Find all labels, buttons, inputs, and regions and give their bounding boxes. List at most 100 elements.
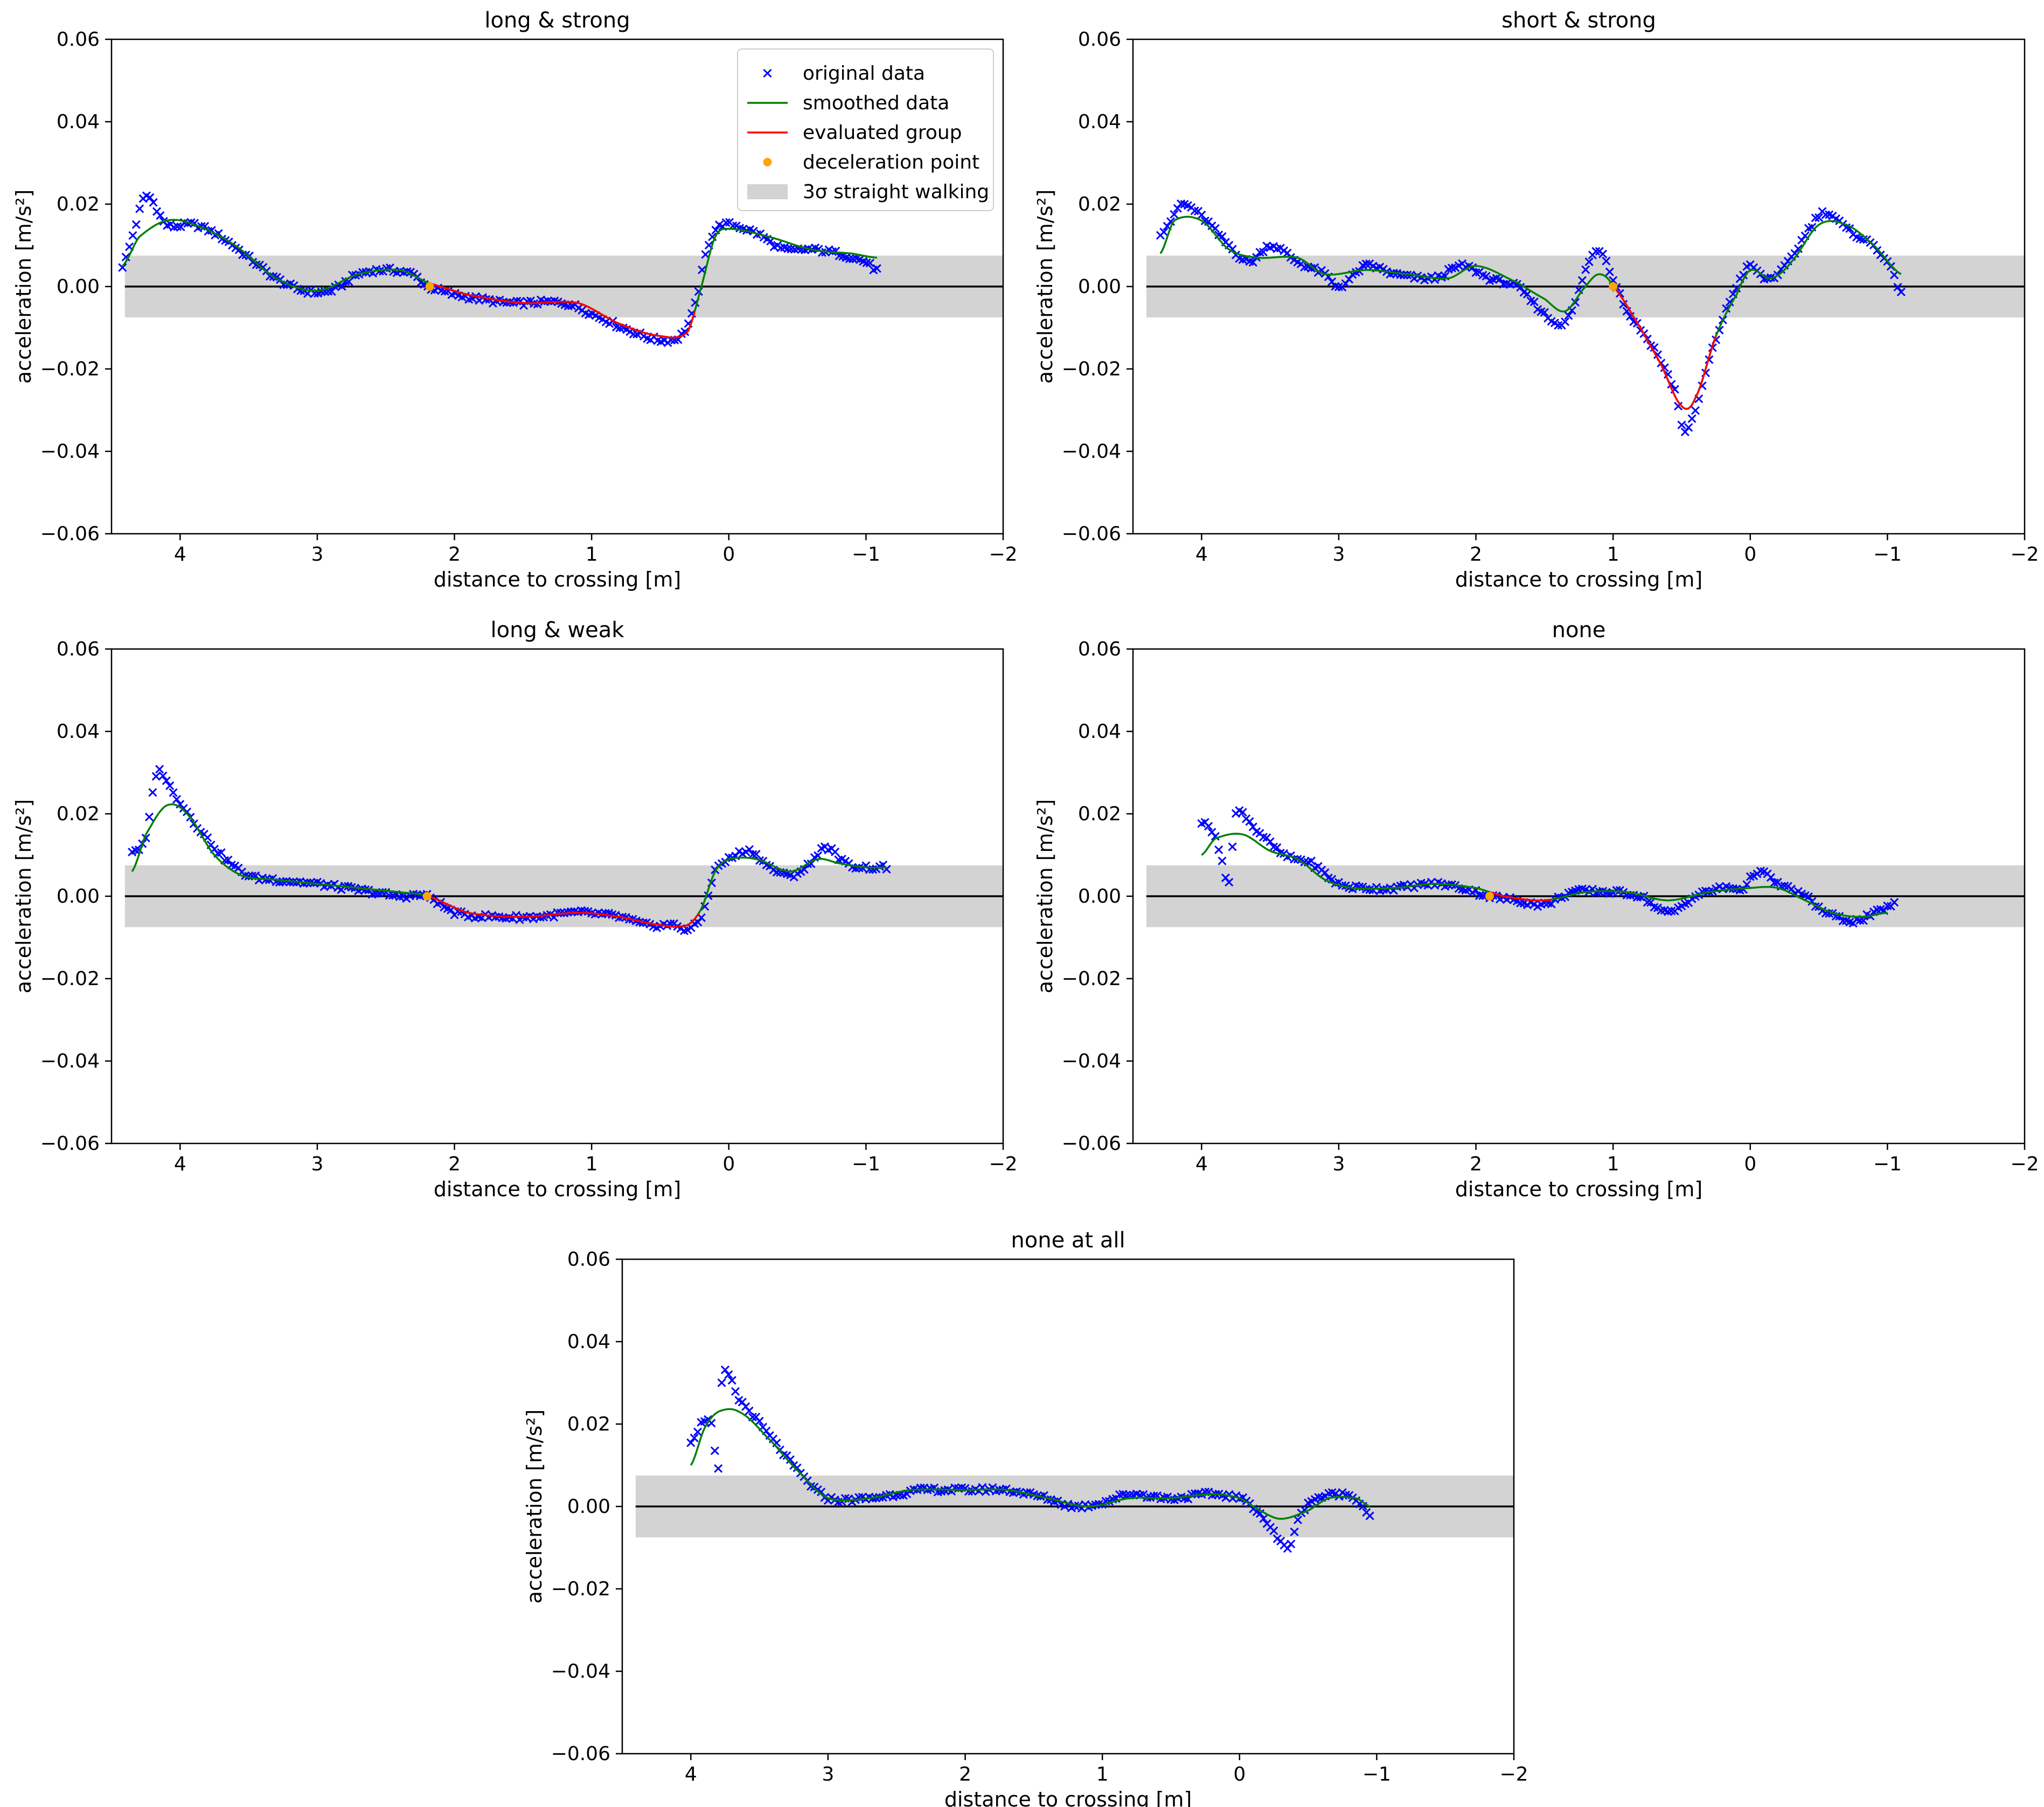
y-tick-label: 0.06 xyxy=(1078,638,1121,660)
original-data-point xyxy=(745,1406,754,1415)
original-data-point xyxy=(151,772,161,781)
original-data-point xyxy=(337,282,346,291)
y-tick-label: −0.04 xyxy=(40,1050,100,1072)
original-data-point xyxy=(1170,210,1179,219)
y-tick-label: −0.02 xyxy=(40,358,100,380)
original-data-point xyxy=(1259,1514,1268,1523)
x-axis-label: distance to crossing [m] xyxy=(434,568,681,591)
y-tick-label: 0.06 xyxy=(1078,29,1121,51)
original-data-point xyxy=(1475,891,1484,900)
original-data-point xyxy=(118,263,127,272)
x-tick-label: −2 xyxy=(1499,1763,1528,1785)
original-data-point xyxy=(148,788,157,797)
chart-title: short & strong xyxy=(1501,8,1656,33)
original-data-point xyxy=(395,892,404,902)
original-data-point xyxy=(697,913,706,922)
y-tick-label: −0.04 xyxy=(1062,441,1121,463)
deceleration-point xyxy=(422,892,432,901)
x-tick-label: 4 xyxy=(174,1153,186,1175)
legend-smoothed-data: smoothed data xyxy=(803,92,949,114)
y-tick-label: 0.02 xyxy=(1078,803,1121,825)
original-data-point xyxy=(680,327,690,336)
original-data-point xyxy=(131,220,141,229)
original-data-point xyxy=(1314,1492,1323,1502)
original-data-point xyxy=(1602,256,1611,266)
original-data-point xyxy=(1238,255,1247,264)
chart-title: none xyxy=(1552,618,1606,643)
original-data-point xyxy=(693,1427,703,1436)
chart-title: long & strong xyxy=(484,8,630,33)
x-tick-label: 4 xyxy=(174,543,186,566)
y-tick-label: 0.06 xyxy=(57,638,100,660)
x-tick-label: 3 xyxy=(1332,543,1345,566)
original-data-point xyxy=(327,287,336,296)
original-data-point xyxy=(1306,856,1316,866)
x-tick-label: 4 xyxy=(1195,543,1208,566)
original-data-point xyxy=(285,877,295,887)
original-data-point xyxy=(1591,247,1601,256)
original-data-point xyxy=(872,264,881,273)
chart-panel-3: 4 3 2 1 0 −1 −2 0.06 0.04 0.02 0.00 −0.02 −0.04 −0.06… xyxy=(12,618,1018,1201)
smoothed-data-line xyxy=(690,1408,1371,1520)
original-data-point xyxy=(200,222,210,231)
x-tick-label: 4 xyxy=(685,1763,697,1785)
y-tick-label: −0.06 xyxy=(40,1133,100,1155)
original-data-point xyxy=(1725,297,1734,306)
original-data-point xyxy=(1739,885,1748,894)
original-data-point xyxy=(1266,837,1275,846)
original-data-point xyxy=(1225,877,1234,887)
x-axis-label: distance to crossing [m] xyxy=(944,1788,1192,1807)
original-data-point xyxy=(686,1438,696,1447)
x-tick-label: 1 xyxy=(1607,543,1619,566)
original-data-point xyxy=(1211,832,1220,841)
y-tick-label: 0.02 xyxy=(567,1413,610,1435)
deceleration-point xyxy=(1485,892,1494,901)
original-data-point xyxy=(1687,414,1697,423)
original-data-point xyxy=(279,280,288,289)
x-tick-label: 1 xyxy=(1607,1153,1619,1175)
original-data-point xyxy=(721,218,731,227)
chart-title: none at all xyxy=(1011,1228,1125,1253)
y-tick-label: 0.00 xyxy=(1078,885,1121,908)
y-tick-label: −0.02 xyxy=(1062,968,1121,990)
original-data-point xyxy=(1273,843,1282,852)
original-data-point xyxy=(224,855,233,864)
original-data-point xyxy=(1300,263,1309,272)
original-data-point xyxy=(1238,808,1247,817)
original-data-point xyxy=(831,246,840,255)
original-data-point xyxy=(1890,898,1899,907)
y-axis-label: acceleration [m/s²] xyxy=(1033,799,1057,994)
original-data-point xyxy=(727,1376,736,1385)
original-data-point xyxy=(1547,899,1556,909)
y-tick-label: −0.04 xyxy=(1062,1050,1121,1072)
original-data-point xyxy=(1159,227,1169,236)
x-tick-label: −2 xyxy=(989,1153,1017,1175)
original-data-point xyxy=(845,254,854,263)
y-axis-label: acceleration [m/s²] xyxy=(12,190,36,384)
original-data-point xyxy=(1399,270,1408,280)
y-tick-label: −0.06 xyxy=(1062,1133,1121,1155)
original-data-point xyxy=(964,1487,973,1496)
legend: original data smoothed data evaluated grou… xyxy=(737,48,994,211)
original-data-point xyxy=(1855,916,1865,925)
original-data-point xyxy=(182,807,192,817)
original-data-point xyxy=(755,1417,764,1426)
original-data-point xyxy=(865,259,875,268)
original-data-point xyxy=(1739,270,1748,280)
original-data-point xyxy=(710,1446,719,1455)
original-data-point xyxy=(1584,257,1594,267)
original-data-point xyxy=(1667,906,1676,916)
x-tick-label: 3 xyxy=(311,543,323,566)
y-tick-label: 0.02 xyxy=(1078,193,1121,215)
original-data-point xyxy=(169,788,178,797)
x-tick-label: −1 xyxy=(852,543,880,566)
original-data-point xyxy=(1204,822,1213,831)
x-tick-label: 0 xyxy=(722,543,735,566)
original-data-point xyxy=(752,849,761,859)
original-data-point xyxy=(149,198,158,207)
original-data-point xyxy=(162,776,171,785)
original-data-point xyxy=(1581,265,1590,274)
original-data-series xyxy=(1156,199,1906,437)
original-data-point xyxy=(1838,916,1847,925)
original-data-point xyxy=(385,891,394,900)
